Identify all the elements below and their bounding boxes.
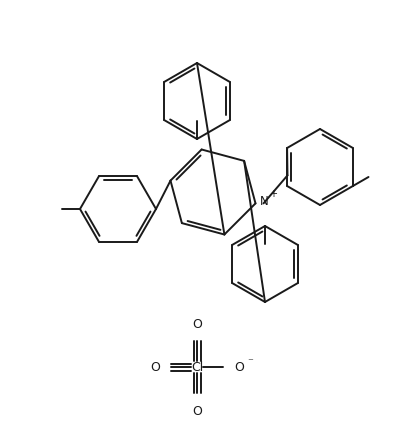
Text: Cl: Cl xyxy=(191,361,203,374)
Text: O: O xyxy=(192,317,202,330)
Text: ⁻: ⁻ xyxy=(247,356,253,366)
Text: +: + xyxy=(269,189,277,199)
Text: O: O xyxy=(150,361,160,374)
Text: N: N xyxy=(260,194,268,207)
Text: O: O xyxy=(234,361,244,374)
Text: O: O xyxy=(192,404,202,417)
